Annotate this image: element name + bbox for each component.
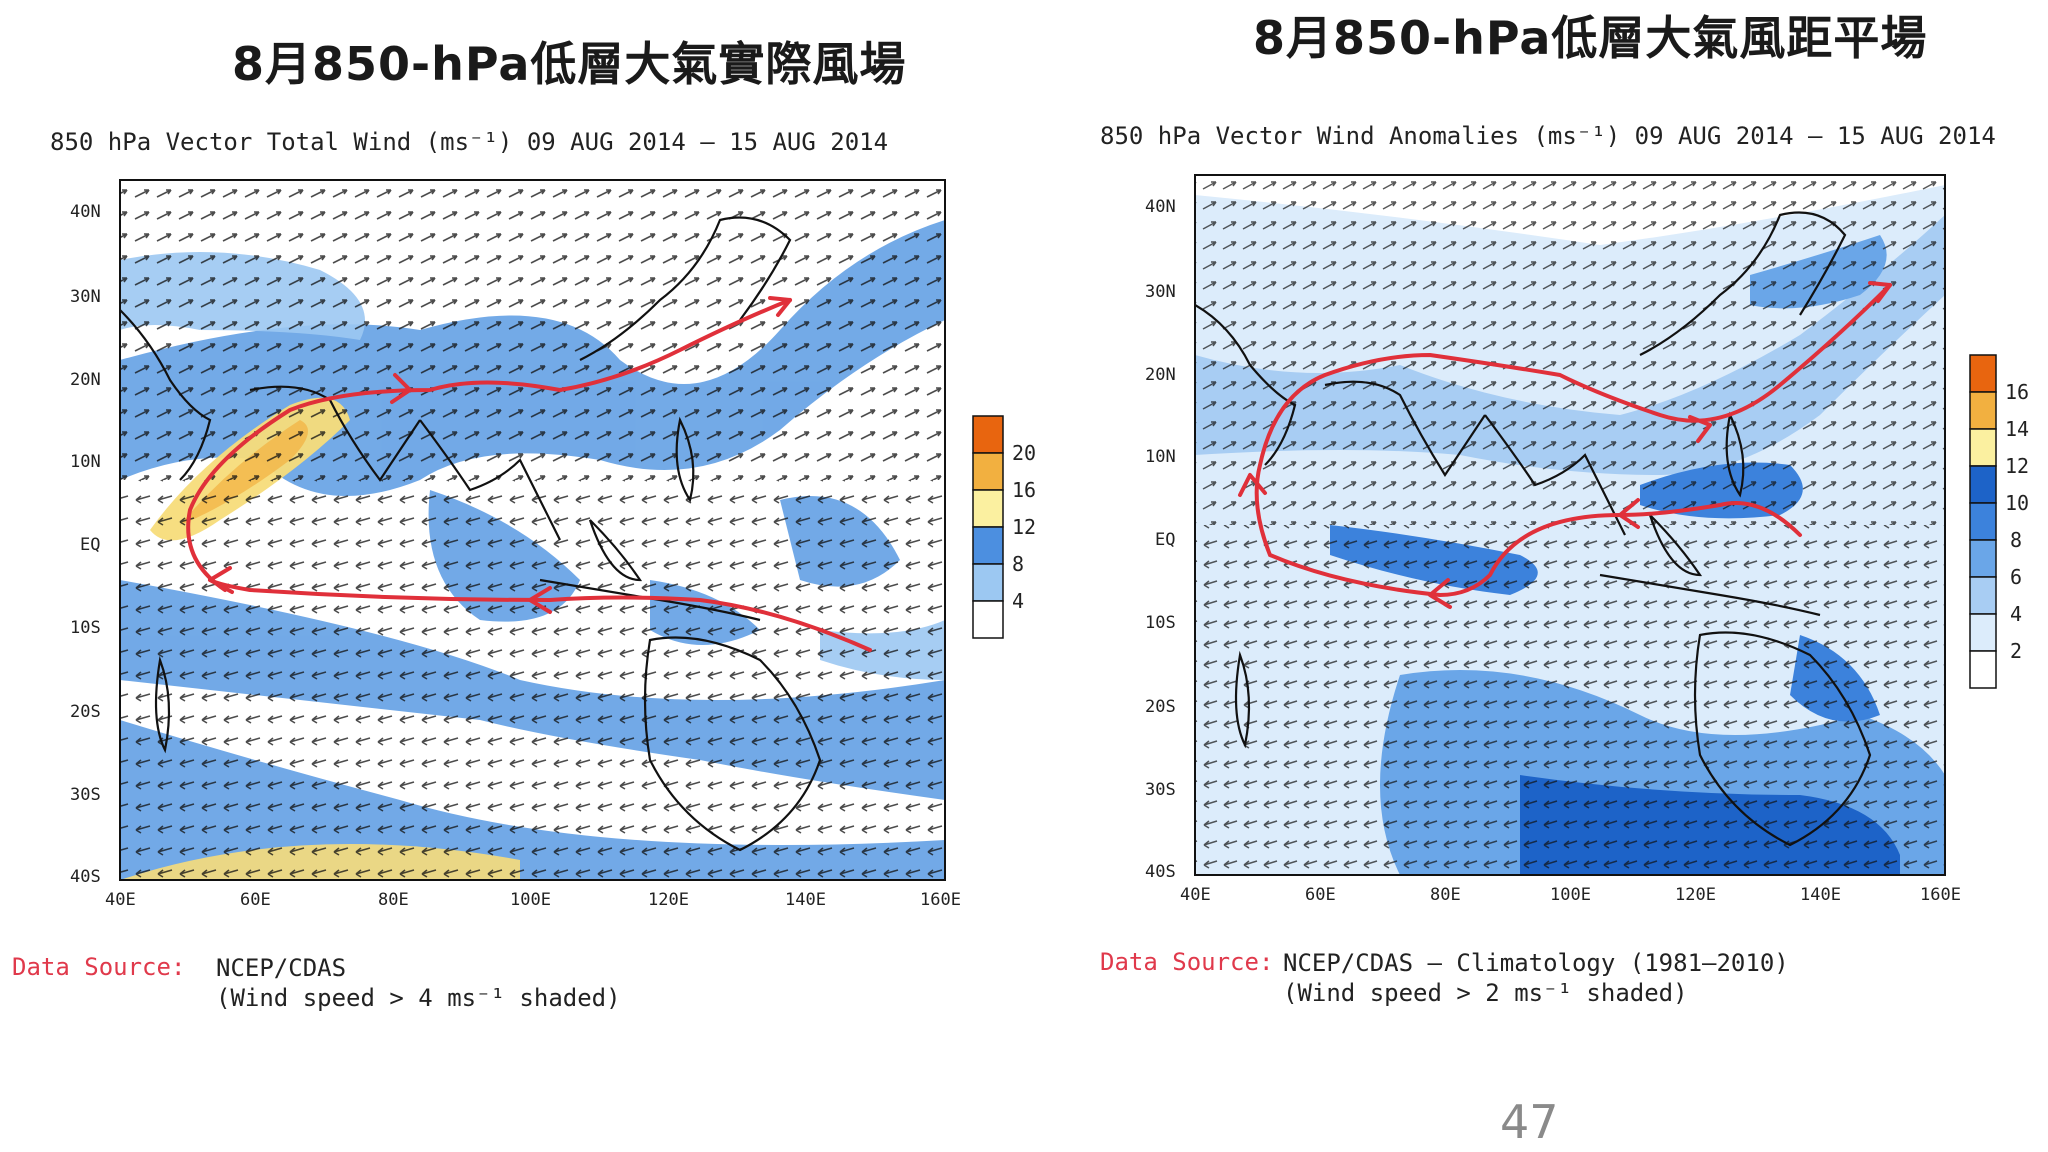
left-source-text: NCEP/CDAS (Wind speed > 4 ms⁻¹ shaded): [216, 953, 621, 1013]
left-source-line1: NCEP/CDAS: [216, 954, 347, 982]
right-source-line2: (Wind speed > 2 ms⁻¹ shaded): [1283, 979, 1688, 1007]
right-colorbar-label: 12: [2005, 454, 2029, 478]
left-lon-label: 140E: [785, 890, 826, 910]
left-lat-axis: 40N 30N 20N 10N EQ 10S 20S 30S 40S: [70, 202, 101, 887]
right-colorbar-swatch: [1969, 354, 1997, 393]
right-colorbar-label: 4: [2010, 602, 2022, 626]
right-colorbar-label: 14: [2005, 417, 2029, 441]
left-lon-label: 80E: [378, 890, 409, 910]
right-colorbar-swatch: [1969, 502, 1997, 541]
right-lon-label: 40E: [1180, 885, 1211, 905]
right-colorbar-label: 8: [2010, 528, 2022, 552]
left-colorbar-swatch: [972, 415, 1004, 454]
right-flow-arrows: [1238, 281, 1892, 609]
right-colorbar-swatch: [1969, 465, 1997, 504]
left-source-label: Data Source:: [12, 953, 186, 981]
right-map-frame: [1194, 174, 1946, 876]
left-colorbar-label: 4: [1012, 589, 1024, 613]
left-colorbar: 20 16 12 8 4: [972, 415, 1036, 639]
right-lon-label: 160E: [1920, 885, 1961, 905]
left-colorbar-label: 8: [1012, 552, 1024, 576]
right-colorbar-label: 10: [2005, 491, 2029, 515]
left-lat-label: 30S: [70, 785, 101, 805]
right-coastlines: [1195, 211, 1872, 847]
right-colorbar-swatch: [1969, 613, 1997, 652]
left-colorbar-swatch: [972, 563, 1004, 602]
right-lat-label: 40S: [1145, 862, 1176, 882]
right-colorbar-swatch: [1969, 539, 1997, 578]
left-colorbar-label: 20: [1012, 441, 1036, 465]
left-map: 40N 30N 20N 10N EQ 10S 20S 30S 40S 40E 6…: [70, 179, 1036, 910]
left-lat-label: 10N: [70, 452, 101, 472]
left-map-header: 850 hPa Vector Total Wind (ms⁻¹) 09 AUG …: [50, 128, 889, 156]
right-colorbar-swatch: [1969, 428, 1997, 467]
right-panel-title: 8月850-hPa低層大氣風距平場: [1253, 11, 1928, 65]
left-coastlines: [120, 216, 822, 852]
left-lat-label: 20S: [70, 702, 101, 722]
right-lon-axis: 40E 60E 80E 100E 120E 140E 160E: [1180, 885, 1961, 905]
right-map-header: 850 hPa Vector Wind Anomalies (ms⁻¹) 09 …: [1100, 122, 1996, 150]
right-lon-label: 100E: [1550, 885, 1591, 905]
left-lat-label: 20N: [70, 370, 101, 390]
left-lat-label: 10S: [70, 618, 101, 638]
right-colorbar-label: 6: [2010, 565, 2022, 589]
right-colorbar-swatch: [1969, 391, 1997, 430]
right-colorbar-swatch: [1969, 576, 1997, 615]
left-panel-title: 8月850-hPa低層大氣實際風場: [232, 37, 907, 91]
right-lon-label: 140E: [1800, 885, 1841, 905]
right-lat-axis: 40N 30N 20N 10N EQ 10S 20S 30S 40S: [1145, 197, 1176, 882]
left-lon-label: 60E: [240, 890, 271, 910]
left-colorbar-label: 16: [1012, 478, 1036, 502]
right-lat-label: 20S: [1145, 697, 1176, 717]
right-lon-label: 60E: [1305, 885, 1336, 905]
right-lat-label: 30N: [1145, 282, 1176, 302]
left-lon-axis: 40E 60E 80E 100E 120E 140E 160E: [105, 890, 961, 910]
right-lat-label: 40N: [1145, 197, 1176, 217]
left-colorbar-swatch: [972, 600, 1004, 639]
left-flow-arrows: [186, 296, 872, 652]
right-colorbar: 16 14 12 10 8 6 4 2: [1969, 354, 2029, 689]
right-lat-label: 10S: [1145, 613, 1176, 633]
left-lat-label: 40S: [70, 867, 101, 887]
left-lon-label: 120E: [648, 890, 689, 910]
left-lon-label: 100E: [510, 890, 551, 910]
page-number: 47: [1500, 1095, 1559, 1149]
right-lat-label: EQ: [1155, 530, 1175, 550]
left-colorbar-swatch: [972, 526, 1004, 565]
left-lon-label: 160E: [920, 890, 961, 910]
right-map: 40N 30N 20N 10N EQ 10S 20S 30S 40S 40E 6…: [1145, 174, 2029, 905]
right-source-line1: NCEP/CDAS – Climatology (1981–2010): [1283, 949, 1789, 977]
left-colorbar-swatch: [972, 489, 1004, 528]
left-lon-label: 40E: [105, 890, 136, 910]
right-lat-label: 30S: [1145, 780, 1176, 800]
left-source-line2: (Wind speed > 4 ms⁻¹ shaded): [216, 984, 621, 1012]
right-lon-label: 80E: [1430, 885, 1461, 905]
left-lat-label: 40N: [70, 202, 101, 222]
right-colorbar-swatch: [1969, 650, 1997, 689]
right-colorbar-label: 16: [2005, 380, 2029, 404]
right-source-label: Data Source:: [1100, 948, 1274, 976]
left-lat-label: 30N: [70, 287, 101, 307]
right-lon-label: 120E: [1675, 885, 1716, 905]
left-colorbar-label: 12: [1012, 515, 1036, 539]
left-colorbar-swatch: [972, 452, 1004, 491]
right-lat-label: 10N: [1145, 447, 1176, 467]
right-source-text: NCEP/CDAS – Climatology (1981–2010) (Win…: [1283, 948, 1789, 1008]
right-colorbar-label: 2: [2010, 639, 2022, 663]
left-lat-label: EQ: [80, 535, 100, 555]
right-lat-label: 20N: [1145, 365, 1176, 385]
left-map-frame: [119, 179, 946, 881]
